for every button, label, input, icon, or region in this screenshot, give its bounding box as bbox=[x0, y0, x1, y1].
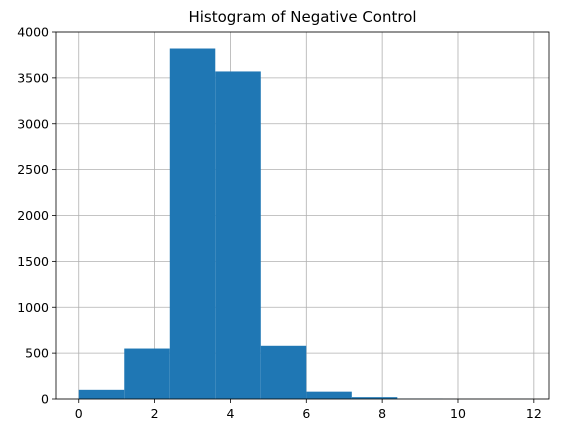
x-tick-label: 6 bbox=[302, 406, 310, 421]
histogram-bar bbox=[124, 348, 170, 399]
histogram-bar bbox=[351, 397, 398, 399]
x-tick-label: 10 bbox=[450, 406, 466, 421]
histogram-bars bbox=[78, 48, 534, 399]
x-tick-label: 4 bbox=[226, 406, 234, 421]
x-tick-label: 2 bbox=[151, 406, 159, 421]
histogram-bar bbox=[306, 391, 352, 399]
y-tick-label: 3000 bbox=[17, 116, 49, 131]
histogram-bar bbox=[260, 345, 307, 399]
y-tick-label: 1500 bbox=[17, 254, 49, 269]
y-tick-label: 0 bbox=[41, 392, 49, 407]
y-tick-label: 3500 bbox=[17, 70, 49, 85]
x-tick-label: 12 bbox=[526, 406, 542, 421]
x-tick-label: 0 bbox=[75, 406, 83, 421]
grid-lines bbox=[56, 31, 549, 400]
y-tick-label: 500 bbox=[25, 346, 49, 361]
axes: 0 2 4 6 8 10 12 0 500 1000 1500 2000 2500 3000 3500 400… bbox=[17, 25, 550, 421]
y-tick-label: 2500 bbox=[17, 162, 49, 177]
histogram-bar bbox=[215, 71, 261, 399]
histogram-bar bbox=[78, 389, 125, 399]
chart-title: Histogram of Negative Control bbox=[188, 8, 416, 26]
y-tick-label: 2000 bbox=[17, 208, 49, 223]
y-tick-label: 4000 bbox=[17, 25, 49, 40]
x-tick-label: 8 bbox=[378, 406, 386, 421]
y-tick-label: 1000 bbox=[17, 300, 49, 315]
histogram-bar bbox=[169, 48, 216, 399]
